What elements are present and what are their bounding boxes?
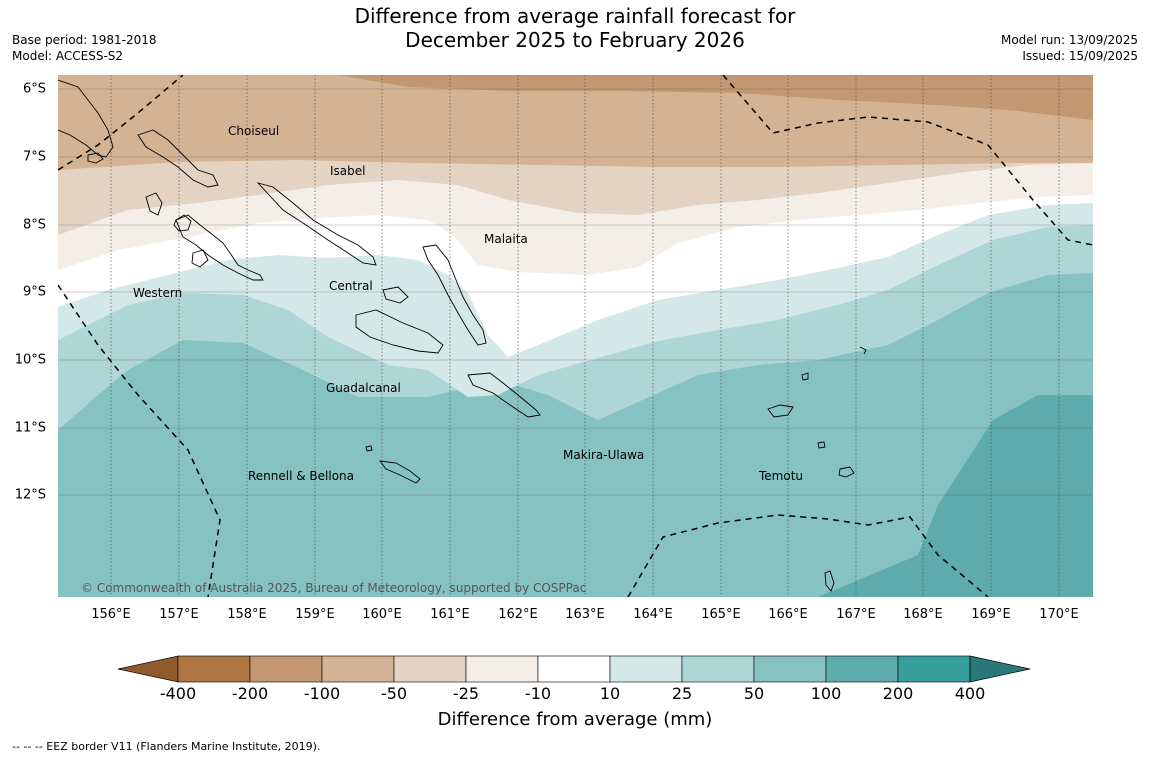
lon-label-166e: 166°E bbox=[768, 607, 808, 622]
issued-date: Issued: 15/09/2025 bbox=[1022, 49, 1138, 63]
colorbar-segment bbox=[537, 655, 611, 683]
colorbar-tick-label: 10 bbox=[599, 684, 621, 703]
lon-label-157e: 157°E bbox=[159, 607, 199, 622]
shortland-island bbox=[87, 152, 104, 164]
title-line-1: Difference from average rainfall forecas… bbox=[354, 4, 796, 28]
bellona-island bbox=[365, 445, 373, 452]
utupua-island bbox=[817, 441, 826, 449]
colorbar-segment bbox=[465, 655, 539, 683]
rennell-island bbox=[379, 460, 421, 484]
colorbar-segment bbox=[825, 655, 899, 683]
lon-label-162e: 162°E bbox=[498, 607, 538, 622]
colorbar-segment bbox=[393, 655, 467, 683]
lat-label-12s: 12°S bbox=[14, 487, 46, 503]
lat-label-8s: 8°S bbox=[22, 217, 46, 233]
malaita-island bbox=[422, 244, 487, 346]
lon-label-169e: 169°E bbox=[971, 607, 1011, 622]
makira-island bbox=[467, 372, 541, 418]
colorbar-segment bbox=[321, 655, 395, 683]
band-minus-100-200 bbox=[338, 75, 1093, 120]
band-200-400 bbox=[818, 395, 1093, 597]
lat-label-10s: 10°S bbox=[14, 352, 46, 368]
latitude-gridlines bbox=[58, 88, 1093, 496]
lon-label-164e: 164°E bbox=[633, 607, 673, 622]
region-label-malaita: Malaita bbox=[484, 232, 528, 246]
colorbar-tick-label: -50 bbox=[380, 684, 408, 703]
colorbar-tick-label: 25 bbox=[671, 684, 693, 703]
colorbar-segment bbox=[681, 655, 755, 683]
colorbar-tick-label: 100 bbox=[810, 684, 842, 703]
colorbar-segment bbox=[753, 655, 827, 683]
lat-label-11s: 11°S bbox=[14, 420, 46, 436]
region-label-central: Central bbox=[329, 279, 373, 293]
meta-left: Base period: 1981-2018 Model: ACCESS-S2 bbox=[12, 32, 157, 64]
model-run: Model run: 13/09/2025 bbox=[1000, 33, 1138, 47]
lon-label-168e: 168°E bbox=[903, 607, 943, 622]
base-period: Base period: 1981-2018 bbox=[12, 33, 157, 47]
island-coastlines bbox=[58, 79, 867, 592]
meta-right: Model run: 13/09/2025 Issued: 15/09/2025 bbox=[1001, 32, 1138, 64]
choiseul-island bbox=[137, 129, 219, 188]
colorbar-tick-label: -25 bbox=[452, 684, 480, 703]
rainfall-map: Choiseul Isabel Malaita Western Central … bbox=[58, 75, 1093, 597]
eez-legend-footer: -- -- -- EEZ border V11 (Flanders Marine… bbox=[12, 740, 321, 753]
colorbar-segment bbox=[177, 655, 251, 683]
lon-label-163e: 163°E bbox=[565, 607, 605, 622]
reef-islands bbox=[801, 372, 809, 381]
colorbar-tick-label: -10 bbox=[524, 684, 552, 703]
model-name: Model: ACCESS-S2 bbox=[12, 49, 124, 63]
vanikoro-island bbox=[838, 466, 855, 478]
region-label-western: Western bbox=[133, 286, 182, 300]
colorbar-arrow-high bbox=[969, 655, 1031, 683]
longitude-gridlines bbox=[110, 75, 1060, 597]
colorbar-tick-label: 400 bbox=[954, 684, 986, 703]
colorbar-segment bbox=[897, 655, 971, 683]
tikopia-island bbox=[824, 570, 835, 592]
region-label-rennell-bellona: Rennell & Bellona bbox=[248, 469, 354, 483]
lon-label-156e: 156°E bbox=[91, 607, 131, 622]
title-line-2: December 2025 to February 2026 bbox=[405, 28, 745, 52]
lat-label-6s: 6°S bbox=[22, 81, 46, 97]
region-label-choiseul: Choiseul bbox=[228, 124, 279, 138]
florida-islands bbox=[382, 286, 409, 304]
vella-lavella-island bbox=[145, 192, 163, 216]
lat-label-9s: 9°S bbox=[22, 284, 46, 300]
lon-label-167e: 167°E bbox=[836, 607, 876, 622]
lon-label-161e: 161°E bbox=[430, 607, 470, 622]
colorbar-arrow-low bbox=[117, 655, 179, 683]
colorbar-segment bbox=[249, 655, 323, 683]
copyright-notice: © Commonwealth of Australia 2025, Bureau… bbox=[81, 581, 586, 595]
lon-label-160e: 160°E bbox=[362, 607, 402, 622]
colorbar-tick-label: 50 bbox=[743, 684, 765, 703]
region-label-temotu: Temotu bbox=[758, 469, 803, 483]
rendova-island bbox=[191, 249, 209, 268]
nendo-island bbox=[767, 404, 794, 418]
colorbar-tick-label: -100 bbox=[303, 684, 341, 703]
bougainville-island bbox=[58, 79, 114, 158]
region-label-isabel: Isabel bbox=[330, 164, 365, 178]
colorbar-title: Difference from average (mm) bbox=[437, 709, 713, 730]
chart-title: Difference from average rainfall forecas… bbox=[0, 4, 1150, 52]
region-label-guadalcanal: Guadalcanal bbox=[326, 381, 401, 395]
duff-islands bbox=[859, 346, 867, 355]
colorbar-tick-label: -400 bbox=[159, 684, 197, 703]
santa-isabel-island bbox=[256, 182, 377, 266]
colorbar-segment bbox=[609, 655, 683, 683]
lon-label-159e: 159°E bbox=[295, 607, 335, 622]
colorbar-tick-label: 200 bbox=[882, 684, 914, 703]
eez-border bbox=[58, 75, 1093, 597]
colorbar bbox=[117, 655, 1031, 683]
lon-label-158e: 158°E bbox=[227, 607, 267, 622]
guadalcanal-island bbox=[355, 309, 444, 354]
kolombangara-island bbox=[173, 214, 192, 232]
lat-label-7s: 7°S bbox=[22, 149, 46, 165]
region-label-makira-ulawa: Makira-Ulawa bbox=[563, 448, 644, 462]
lon-label-165e: 165°E bbox=[701, 607, 741, 622]
colorbar-tick-label: -200 bbox=[231, 684, 269, 703]
lon-label-170e: 170°E bbox=[1039, 607, 1079, 622]
